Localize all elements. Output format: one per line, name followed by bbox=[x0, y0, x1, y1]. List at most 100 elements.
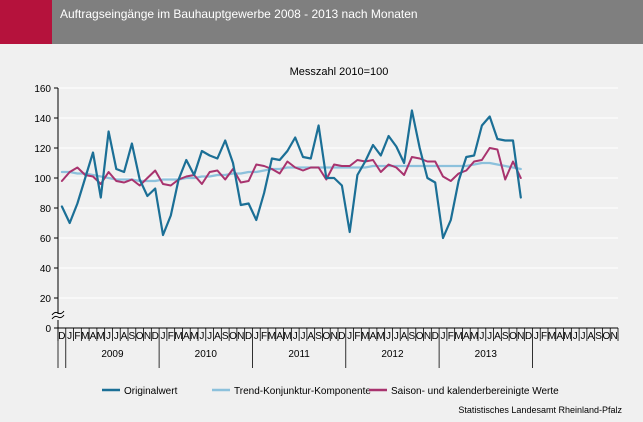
header-bar: Auftragseingänge im Bauhauptgewerbe 2008… bbox=[0, 0, 643, 44]
x-month-label: M bbox=[81, 331, 89, 342]
x-month-label: M bbox=[470, 331, 478, 342]
x-month-label: D bbox=[525, 331, 532, 342]
legend-label: Originalwert bbox=[124, 386, 178, 397]
x-month-label: J bbox=[394, 331, 399, 342]
x-year-label: 2010 bbox=[195, 349, 218, 360]
axis-break-mark bbox=[51, 314, 65, 320]
source-label: Statistisches Landesamt Rheinland-Pfalz bbox=[458, 405, 622, 415]
header-accent bbox=[0, 0, 52, 44]
x-month-label: J bbox=[67, 331, 72, 342]
x-month-label: D bbox=[245, 331, 252, 342]
x-month-label: N bbox=[610, 331, 617, 342]
chart-title: Auftragseingänge im Bauhauptgewerbe 2008… bbox=[60, 7, 418, 21]
x-month-label: M bbox=[283, 331, 291, 342]
x-month-label: J bbox=[534, 331, 539, 342]
chart-subtitle: Messzahl 2010=100 bbox=[290, 66, 389, 78]
series-line-1 bbox=[60, 161, 522, 183]
x-month-label: F bbox=[448, 331, 454, 342]
x-month-label: S bbox=[315, 331, 322, 342]
x-month-label: J bbox=[254, 331, 259, 342]
legend-label: Trend-Konjunktur-Komponente bbox=[234, 386, 371, 397]
x-month-label: A bbox=[307, 331, 314, 342]
x-month-label: M bbox=[548, 331, 556, 342]
series-line-0 bbox=[60, 109, 522, 240]
x-month-label: O bbox=[509, 331, 517, 342]
y-tick-label: 0 bbox=[45, 324, 51, 335]
x-month-label: M bbox=[268, 331, 276, 342]
x-month-label: M bbox=[97, 331, 105, 342]
x-month-label: A bbox=[214, 331, 221, 342]
y-tick-label: 140 bbox=[34, 114, 51, 125]
x-month-label: A bbox=[370, 331, 377, 342]
x-month-label: J bbox=[301, 331, 306, 342]
y-tick-label: 100 bbox=[34, 174, 51, 185]
x-month-label: A bbox=[556, 331, 563, 342]
x-month-label: J bbox=[479, 331, 484, 342]
legend: Originalwert Trend-Konjunktur-Komponente S… bbox=[102, 386, 559, 397]
x-month-label: O bbox=[602, 331, 610, 342]
x-month-label: A bbox=[121, 331, 128, 342]
x-month-label: J bbox=[199, 331, 204, 342]
x-month-label: J bbox=[161, 331, 166, 342]
x-month-label: D bbox=[432, 331, 439, 342]
y-axis: 0 20 40 60 80 100 120 140 160 bbox=[34, 84, 65, 335]
x-month-label: A bbox=[587, 331, 594, 342]
x-month-label: O bbox=[322, 331, 330, 342]
y-tick-label: 20 bbox=[40, 294, 52, 305]
series-line-2 bbox=[60, 147, 522, 187]
x-month-label: J bbox=[487, 331, 492, 342]
x-year-label: 2011 bbox=[288, 349, 310, 360]
x-month-label: F bbox=[74, 331, 80, 342]
x-month-label: J bbox=[573, 331, 578, 342]
x-month-label: J bbox=[581, 331, 586, 342]
x-month-label: F bbox=[168, 331, 174, 342]
x-month-label: F bbox=[541, 331, 547, 342]
x-month-label: M bbox=[190, 331, 198, 342]
x-month-label: J bbox=[386, 331, 391, 342]
x-month-label: S bbox=[222, 331, 229, 342]
x-month-label: F bbox=[261, 331, 267, 342]
x-month-label: M bbox=[377, 331, 385, 342]
y-tick-label: 60 bbox=[40, 234, 52, 245]
x-month-label: N bbox=[237, 331, 244, 342]
x-month-label: M bbox=[174, 331, 182, 342]
x-month-label: N bbox=[517, 331, 524, 342]
y-tick-label: 40 bbox=[40, 264, 52, 275]
x-month-label: S bbox=[502, 331, 509, 342]
x-month-label: A bbox=[276, 331, 283, 342]
x-month-label: D bbox=[152, 331, 159, 342]
x-month-label: O bbox=[416, 331, 424, 342]
x-month-label: A bbox=[401, 331, 408, 342]
legend-label: Saison- und kalenderbereinigte Werte bbox=[391, 386, 559, 397]
x-month-label: A bbox=[463, 331, 470, 342]
x-month-label: N bbox=[424, 331, 431, 342]
axis-break-mark bbox=[51, 310, 65, 316]
x-month-label: M bbox=[361, 331, 369, 342]
x-month-label: S bbox=[409, 331, 416, 342]
x-month-label: F bbox=[354, 331, 360, 342]
y-tick-label: 80 bbox=[40, 204, 52, 215]
x-month-label: N bbox=[330, 331, 337, 342]
gridlines bbox=[58, 87, 618, 299]
x-month-label: A bbox=[494, 331, 501, 342]
x-month-label: A bbox=[183, 331, 190, 342]
x-month-label: S bbox=[595, 331, 602, 342]
x-month-label: D bbox=[338, 331, 345, 342]
y-tick-label: 120 bbox=[34, 144, 51, 155]
x-month-label: O bbox=[229, 331, 237, 342]
x-month-label: D bbox=[58, 331, 65, 342]
x-month-label: J bbox=[347, 331, 352, 342]
x-month-label: N bbox=[144, 331, 151, 342]
x-month-label: J bbox=[106, 331, 111, 342]
x-month-label: M bbox=[454, 331, 462, 342]
x-month-label: J bbox=[114, 331, 119, 342]
x-year-label: 2012 bbox=[381, 349, 404, 360]
title-bar: Auftragseingänge im Bauhauptgewerbe 2008… bbox=[52, 0, 643, 44]
y-tick-label: 160 bbox=[34, 84, 51, 95]
series-lines bbox=[60, 109, 522, 240]
x-month-label: M bbox=[563, 331, 571, 342]
x-month-label: O bbox=[136, 331, 144, 342]
x-month-label: J bbox=[293, 331, 298, 342]
